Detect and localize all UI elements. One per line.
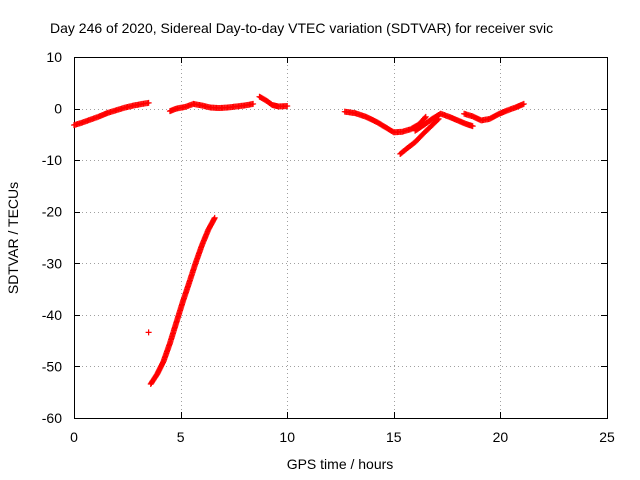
tick-layer: 0 5 10 15 20 25 10 0 -10 -20 -30 -40 -50 -60: [42, 49, 615, 445]
data-point: [421, 114, 428, 121]
data-point: [422, 113, 429, 120]
x-tick-label: 25: [599, 429, 615, 445]
x-tick-label: 0: [70, 429, 78, 445]
y-tick-label: 10: [46, 49, 62, 65]
y-tick-label: 0: [54, 101, 62, 117]
series-arc-8: [461, 100, 527, 124]
y-tick-label: -20: [42, 204, 62, 220]
x-tick-label: 10: [279, 429, 295, 445]
series-arc-7: [412, 110, 476, 134]
y-axis-label: SDTVAR / TECUs: [5, 182, 21, 294]
series-arc-5: [341, 108, 429, 136]
x-tick-label: 20: [493, 429, 509, 445]
series-outlier: [145, 329, 152, 336]
chart-title: Day 246 of 2020, Sidereal Day-to-day VTE…: [50, 20, 553, 36]
series-arc-4: [147, 214, 218, 387]
y-tick-label: -60: [42, 410, 62, 426]
data-point: [469, 123, 476, 130]
data-point: [520, 100, 527, 107]
series-arc-2: [166, 100, 257, 115]
y-tick-label: -50: [42, 358, 62, 374]
x-axis-label: GPS time / hours: [287, 456, 394, 472]
grid-layer: [74, 57, 607, 418]
y-tick-label: -30: [42, 255, 62, 271]
x-tick-label: 5: [177, 429, 185, 445]
plot-frame: [74, 57, 608, 419]
data-point: [284, 102, 291, 109]
series-arc-1: [71, 99, 152, 129]
y-tick-label: -40: [42, 307, 62, 323]
series-arc-6: [397, 115, 442, 157]
x-tick-label: 15: [386, 429, 402, 445]
data-point: [145, 329, 152, 336]
series-arc-3: [256, 93, 291, 110]
data-layer: [71, 93, 527, 387]
y-tick-label: -10: [42, 152, 62, 168]
data-point: [145, 99, 152, 106]
data-point: [211, 214, 218, 221]
data-point: [250, 100, 257, 107]
